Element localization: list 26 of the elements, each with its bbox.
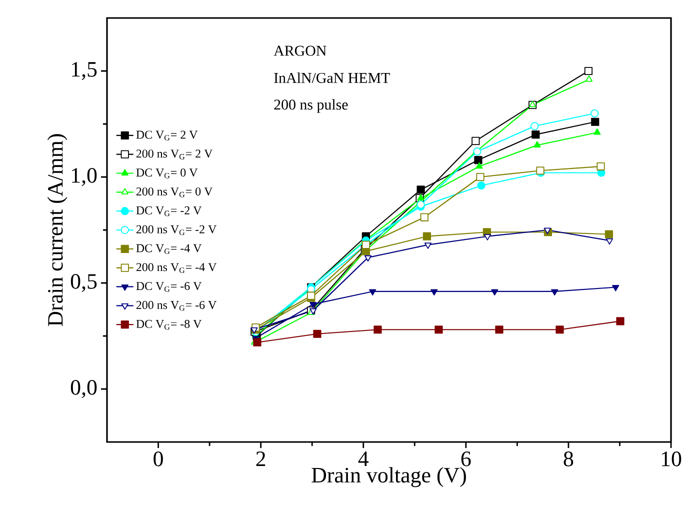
annotation: 200 ns pulse xyxy=(274,99,348,113)
y-axis-title: Drain current (A/mm) xyxy=(47,134,68,326)
legend-label: 200 ns V$_{G}$= 0 V xyxy=(136,187,213,198)
x-axis-title: Drain voltage (V) xyxy=(312,467,466,488)
x-tick-label: 10 xyxy=(662,452,682,466)
legend-label: 200 ns V$_{G}$= 2 V xyxy=(136,150,213,160)
legend-label: DC V$_{G}$= -4 V xyxy=(136,244,202,254)
x-tick-label: 0 xyxy=(154,452,163,466)
legend-label: DC V$_{G}$= -8 V xyxy=(136,320,202,330)
legend-label: 200 ns V$_{G}$= -2 V xyxy=(136,225,217,236)
legend-label: DC V$_{G}$= 0 V xyxy=(136,168,198,178)
annotation: ARGON xyxy=(274,46,326,56)
x-tick-label: 4 xyxy=(358,452,369,466)
y-tick-label: 0,5 xyxy=(70,274,97,292)
legend-label: 200 ns V$_{G}$= -4 V xyxy=(136,263,217,273)
legend-label: 200 ns V$_{G}$= -6 V xyxy=(136,300,217,311)
annotation: InAlN/GaN HEMT xyxy=(274,72,390,83)
y-tick-label: 0,0 xyxy=(70,380,97,398)
x-tick-label: 6 xyxy=(461,452,471,466)
legend-label: DC V$_{G}$= -2 V xyxy=(136,206,202,216)
legend-label: DC V$_{G}$= -6 V xyxy=(136,282,202,292)
y-tick-label: 1,0 xyxy=(72,168,97,186)
y-tick-label: 1,5 xyxy=(72,62,97,80)
legend-label: DC V$_{G}$= 2 V xyxy=(136,130,198,140)
x-tick-label: 8 xyxy=(564,452,574,466)
x-tick-label: 2 xyxy=(256,452,266,466)
